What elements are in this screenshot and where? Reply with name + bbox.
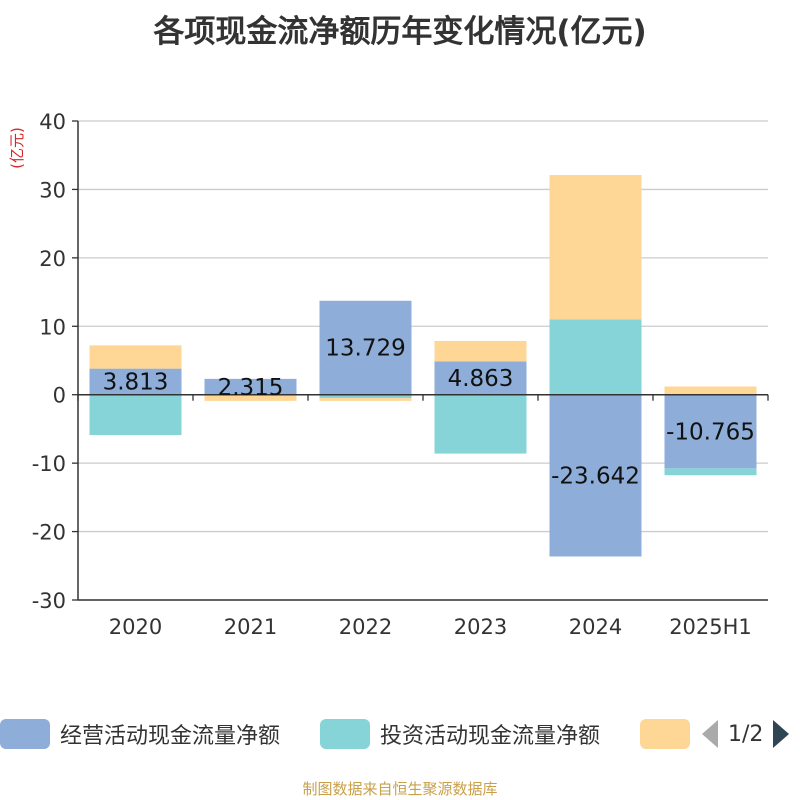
bar-series-1[interactable] <box>434 361 527 395</box>
y-tick-label: 0 <box>53 384 66 408</box>
data-label: 3.813 <box>103 370 169 396</box>
legend-swatch <box>0 719 50 749</box>
y-tick-label: 20 <box>39 247 66 271</box>
bar-series-3[interactable] <box>319 398 412 401</box>
data-label: -10.765 <box>666 420 755 446</box>
bar-series-3[interactable] <box>434 340 527 362</box>
data-label: 2.315 <box>218 375 284 401</box>
legend-label: 经营活动现金流量净额 <box>60 724 281 749</box>
x-tick-label: 2023 <box>454 615 507 639</box>
bar-series-3[interactable] <box>204 394 297 401</box>
data-label: 4.863 <box>448 366 514 392</box>
legend-item-1[interactable]: 经营活动现金流量净额 <box>0 716 280 752</box>
legend-swatch <box>320 719 370 749</box>
bar-series-1[interactable] <box>89 368 182 395</box>
x-tick-label: 2024 <box>569 615 622 639</box>
legend-swatch <box>640 719 690 749</box>
x-tick-label: 2020 <box>109 615 162 639</box>
y-tick-label: 40 <box>39 110 66 134</box>
x-tick-label: 2022 <box>339 615 392 639</box>
bar-series-2[interactable] <box>319 394 412 399</box>
data-label: -23.642 <box>551 464 640 490</box>
y-tick-label: -20 <box>32 521 66 545</box>
y-tick-label: -30 <box>32 589 66 613</box>
bar-series-3[interactable] <box>549 175 642 320</box>
y-axis-unit-label: (亿元) <box>8 127 26 169</box>
chart-title: 各项现金流净额历年变化情况(亿元) <box>153 14 647 50</box>
bar-series-1[interactable] <box>549 394 642 557</box>
bar-series-3[interactable] <box>89 345 182 369</box>
legend-item-3[interactable] <box>640 716 690 752</box>
y-tick-label: 10 <box>39 315 66 339</box>
bar-series-2[interactable] <box>549 319 642 395</box>
pager-text: 1/2 <box>728 721 764 747</box>
bar-series-1[interactable] <box>204 378 297 395</box>
y-tick-label: 30 <box>39 178 66 202</box>
x-tick-label: 2021 <box>224 615 277 639</box>
pager-prev-icon[interactable] <box>700 719 720 749</box>
legend-label: 投资活动现金流量净额 <box>380 724 601 749</box>
bar-series-2[interactable] <box>434 394 527 454</box>
bar-series-1[interactable] <box>664 394 757 469</box>
bar-series-1[interactable] <box>319 300 412 395</box>
bar-series-2[interactable] <box>664 468 757 476</box>
data-label: 13.729 <box>325 336 405 362</box>
y-tick-label: -10 <box>32 452 66 476</box>
bar-series-2[interactable] <box>89 394 182 436</box>
bar-series-3[interactable] <box>664 386 757 395</box>
pager-next-icon[interactable] <box>771 719 791 749</box>
legend: 经营活动现金流量净额 投资活动现金流量净额 <box>0 716 800 756</box>
source-note: 制图数据来自恒生聚源数据库 <box>302 780 498 798</box>
legend-pager: 1/2 <box>700 716 791 752</box>
legend-item-2[interactable]: 投资活动现金流量净额 <box>320 716 600 752</box>
x-tick-label: 2025H1 <box>669 615 752 639</box>
